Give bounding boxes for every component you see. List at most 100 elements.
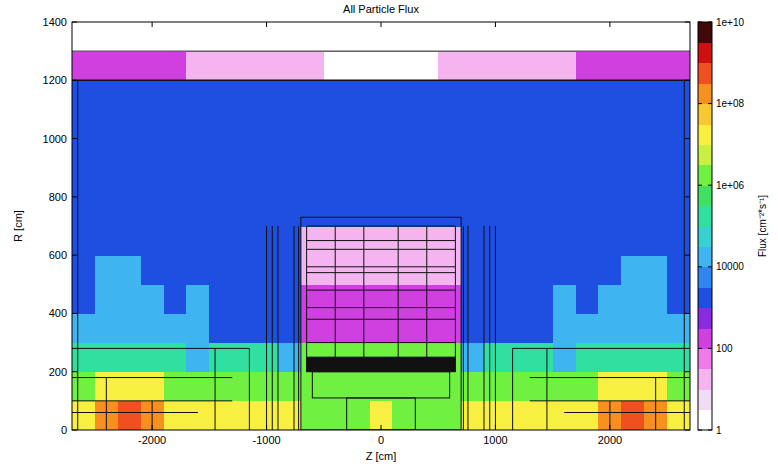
cell xyxy=(530,168,553,198)
cell xyxy=(164,139,187,169)
geometry-line xyxy=(307,266,456,267)
cell xyxy=(484,80,507,110)
cell xyxy=(415,109,438,139)
cell xyxy=(576,226,599,256)
cell xyxy=(484,22,507,52)
cell xyxy=(347,109,370,139)
cell xyxy=(186,372,209,402)
x-tick-label: -2000 xyxy=(138,434,166,446)
cell xyxy=(553,139,576,169)
cell xyxy=(186,168,209,198)
x-tick xyxy=(152,425,153,430)
geometry-box xyxy=(307,357,456,372)
cell xyxy=(255,197,278,227)
cell xyxy=(72,401,95,430)
cell xyxy=(278,401,301,430)
geometry-line xyxy=(398,226,399,357)
cell xyxy=(232,80,255,110)
cell xyxy=(392,284,415,314)
y-tick xyxy=(72,22,77,23)
cell xyxy=(576,313,599,343)
colorbar-tick-label: 10000 xyxy=(716,261,744,272)
y-tick xyxy=(72,255,77,256)
colorbar-segment xyxy=(698,328,712,349)
cell xyxy=(347,51,370,81)
geometry-line xyxy=(307,249,456,250)
cell xyxy=(186,343,209,373)
cell xyxy=(461,343,484,373)
cell xyxy=(209,80,232,110)
geometry-line xyxy=(564,412,690,413)
cell xyxy=(324,197,347,227)
colorbar-segment xyxy=(698,246,712,267)
x-tick xyxy=(381,425,382,430)
cell xyxy=(598,284,621,314)
cell xyxy=(209,226,232,256)
cell xyxy=(209,22,232,52)
y-tick xyxy=(72,80,77,81)
cell xyxy=(118,284,141,314)
cell xyxy=(621,401,644,430)
cell xyxy=(301,197,324,227)
cell xyxy=(392,313,415,343)
colorbar-tick-label: 1 xyxy=(716,425,722,436)
cell xyxy=(232,226,255,256)
cell xyxy=(72,284,95,314)
cell xyxy=(72,343,95,373)
cell xyxy=(186,313,209,343)
cell xyxy=(576,343,599,373)
y-tick xyxy=(685,313,690,314)
geometry-line xyxy=(307,319,456,320)
cell xyxy=(392,51,415,81)
cell xyxy=(621,80,644,110)
geometry-line xyxy=(278,226,279,430)
cell xyxy=(438,401,461,430)
cell xyxy=(255,139,278,169)
colorbar-segment xyxy=(698,389,712,410)
cell xyxy=(164,226,187,256)
cell xyxy=(507,80,530,110)
cell xyxy=(72,139,95,169)
y-tick-label: 400 xyxy=(49,307,67,319)
cell xyxy=(141,343,164,373)
cell xyxy=(644,109,667,139)
cell xyxy=(232,139,255,169)
cell xyxy=(621,372,644,402)
y-tick xyxy=(685,371,690,372)
cell xyxy=(621,343,644,373)
cell xyxy=(118,168,141,198)
cell xyxy=(95,168,118,198)
cell xyxy=(438,168,461,198)
cell xyxy=(507,401,530,430)
cell xyxy=(118,51,141,81)
colorbar-tick xyxy=(708,22,712,23)
y-tick-label: 800 xyxy=(49,191,67,203)
cell xyxy=(530,401,553,430)
cell xyxy=(507,313,530,343)
cell xyxy=(301,284,324,314)
cell xyxy=(209,313,232,343)
cell xyxy=(667,343,690,373)
cell xyxy=(324,109,347,139)
y-tick-label: 1200 xyxy=(43,74,67,86)
cell xyxy=(141,80,164,110)
cell xyxy=(186,80,209,110)
cell xyxy=(415,22,438,52)
cell xyxy=(232,372,255,402)
geometry-box xyxy=(301,217,461,430)
cell xyxy=(186,139,209,169)
geometry-box xyxy=(312,372,449,398)
cell xyxy=(141,284,164,314)
cell xyxy=(644,197,667,227)
colorbar-tick xyxy=(698,22,702,23)
cell xyxy=(530,22,553,52)
cell xyxy=(347,255,370,285)
cell xyxy=(553,226,576,256)
cell xyxy=(644,284,667,314)
colorbar-segment xyxy=(698,267,712,288)
cell xyxy=(118,22,141,52)
cell xyxy=(232,22,255,52)
cell xyxy=(278,255,301,285)
cell xyxy=(209,401,232,430)
cell xyxy=(415,401,438,430)
